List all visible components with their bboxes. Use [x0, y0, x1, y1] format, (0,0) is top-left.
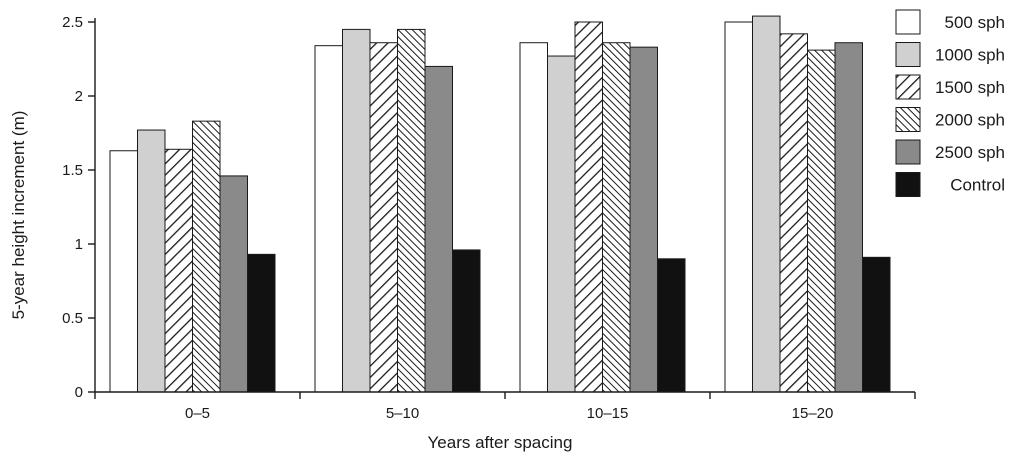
- x-tick-label: 0–5: [185, 405, 210, 422]
- bar-500-sph-1: [314, 45, 343, 393]
- y-tick-label: 2: [75, 88, 83, 105]
- legend-swatch: [895, 139, 921, 165]
- bar-control-2: [657, 258, 686, 393]
- bar-1000-sph-2: [547, 55, 576, 393]
- legend-label: 1500 sph: [935, 78, 1005, 97]
- bar-2500-sph-3: [834, 42, 863, 393]
- bars-group: [109, 15, 891, 393]
- legend-label: 2500 sph: [935, 143, 1005, 162]
- y-axis-title: 5-year height increment (m): [9, 111, 28, 320]
- bar-1500-sph-2: [574, 21, 603, 393]
- bar-1500-sph-1: [369, 42, 398, 393]
- bar-control-1: [452, 249, 481, 393]
- bar-control-3: [862, 256, 891, 393]
- bar-500-sph-3: [724, 21, 753, 393]
- bar-1000-sph-3: [752, 15, 781, 393]
- legend-swatch: [895, 172, 921, 197]
- x-axis: 0–5 5–10 10–15 15–20: [94, 391, 916, 422]
- bar-500-sph-2: [519, 42, 548, 393]
- bar-2500-sph-2: [629, 46, 658, 393]
- bar-1000-sph-0: [137, 129, 166, 393]
- y-axis: 0 0.5 1 1.5 2 2.5: [62, 14, 96, 401]
- bar-1500-sph-3: [779, 33, 808, 393]
- bar-2000-sph-1: [397, 28, 426, 393]
- y-tick-label: 2.5: [62, 14, 83, 31]
- x-axis-title: Years after spacing: [428, 433, 573, 452]
- legend: 500 sph 1000 sph 1500 sph 2000 sph 2500 sph C…: [895, 9, 1006, 197]
- bar-2500-sph-1: [424, 65, 453, 393]
- x-tick-label: 15–20: [792, 405, 834, 422]
- bar-2500-sph-0: [219, 175, 248, 393]
- legend-label: 2000 sph: [935, 111, 1005, 130]
- y-tick-label: 1: [75, 236, 83, 253]
- legend-swatch: [895, 9, 921, 35]
- bar-500-sph-0: [109, 150, 138, 393]
- legend-label: 500 sph: [945, 13, 1006, 32]
- bar-2000-sph-2: [602, 42, 631, 393]
- legend-label: Control: [950, 176, 1005, 195]
- bar-1000-sph-1: [342, 28, 371, 393]
- bar-1500-sph-0: [164, 148, 193, 393]
- bar-control-0: [247, 253, 276, 393]
- y-tick-label: 0.5: [62, 310, 83, 327]
- bar-2000-sph-3: [807, 49, 836, 393]
- x-tick-label: 10–15: [587, 405, 629, 422]
- legend-swatch: [895, 42, 921, 67]
- legend-swatch: [895, 74, 921, 100]
- y-tick-label: 1.5: [62, 162, 83, 179]
- x-tick-label: 5–10: [386, 405, 419, 422]
- legend-label: 1000 sph: [935, 46, 1005, 65]
- y-tick-label: 0: [75, 384, 83, 401]
- bar-2000-sph-0: [192, 120, 221, 393]
- legend-swatch: [895, 107, 921, 132]
